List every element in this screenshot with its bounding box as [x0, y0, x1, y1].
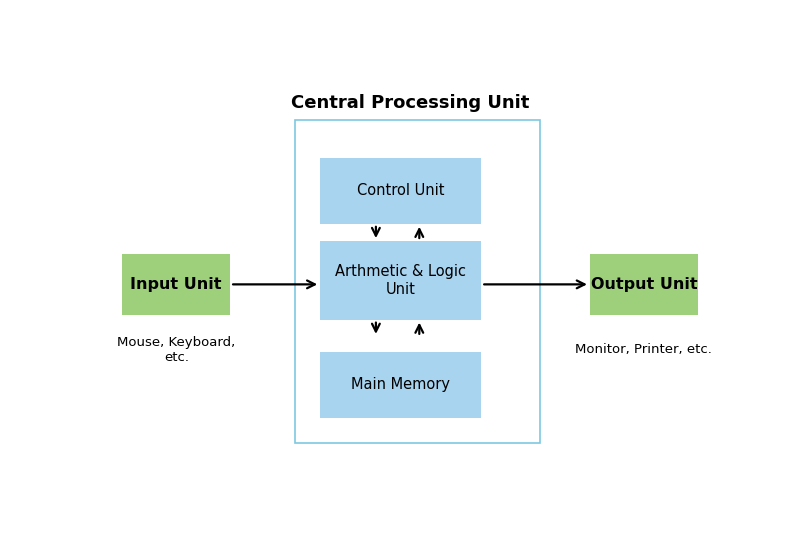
Bar — [320, 158, 482, 224]
Text: Central Processing Unit: Central Processing Unit — [291, 93, 529, 112]
Bar — [320, 241, 482, 320]
Text: Output Unit: Output Unit — [590, 277, 698, 292]
Text: Arthmetic & Logic
Unit: Arthmetic & Logic Unit — [335, 264, 466, 296]
Text: Mouse, Keyboard,
etc.: Mouse, Keyboard, etc. — [117, 336, 235, 363]
Text: Control Unit: Control Unit — [357, 184, 445, 199]
Text: Main Memory: Main Memory — [351, 377, 450, 392]
Text: Monitor, Printer, etc.: Monitor, Printer, etc. — [575, 343, 712, 356]
Bar — [295, 119, 540, 443]
Bar — [122, 254, 230, 315]
Bar — [320, 352, 482, 418]
Bar — [590, 254, 698, 315]
Text: Input Unit: Input Unit — [130, 277, 222, 292]
